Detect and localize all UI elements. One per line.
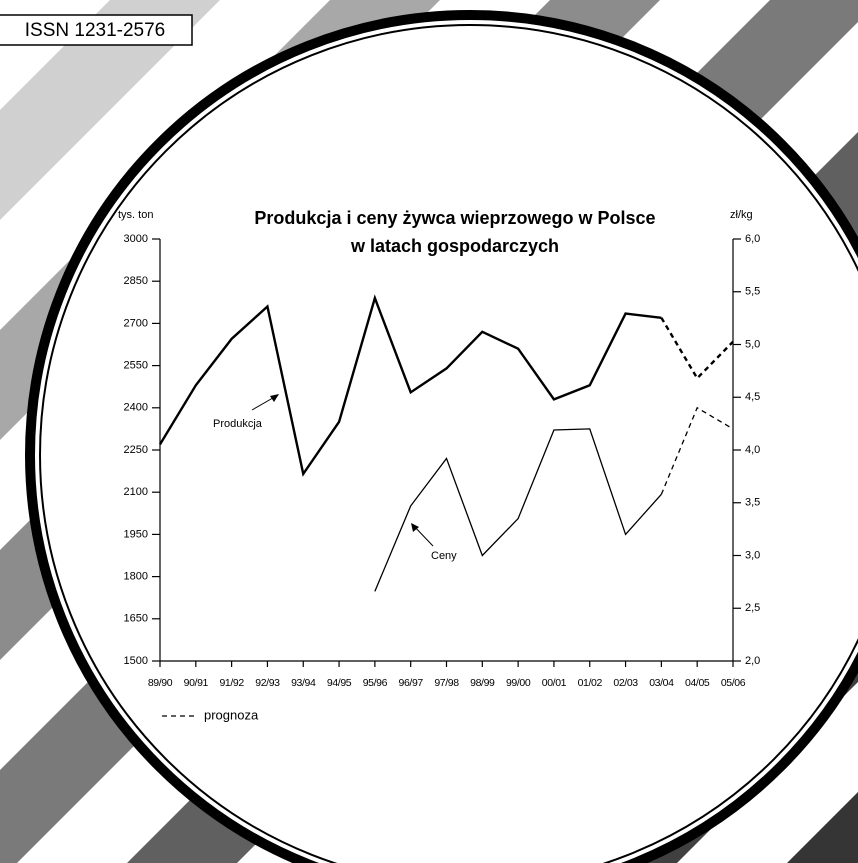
x-tick-label: 03/04: [649, 677, 674, 689]
y2-tick-label: 2,0: [745, 655, 760, 667]
x-tick-label: 95/96: [363, 677, 388, 689]
x-tick-label: 90/91: [184, 677, 209, 689]
x-tick-label: 02/03: [613, 677, 638, 689]
x-tick-label: 05/06: [721, 677, 746, 689]
y-tick-label: 2250: [124, 444, 148, 456]
x-tick-label: 94/95: [327, 677, 352, 689]
y-tick-label: 1500: [124, 655, 148, 667]
y-tick-label: 1800: [124, 571, 148, 583]
chart-title: w latach gospodarczych: [350, 236, 559, 256]
x-tick-label: 91/92: [219, 677, 244, 689]
chart-title: Produkcja i ceny żywca wieprzowego w Pol…: [254, 208, 655, 228]
x-tick-label: 04/05: [685, 677, 710, 689]
y2-tick-label: 3,5: [745, 497, 760, 509]
y-tick-label: 2550: [124, 360, 148, 372]
cover: ISSN 1231-2576 Produkcja i ceny żywca wi…: [0, 0, 858, 863]
y-axis-label: tys. ton: [118, 209, 153, 221]
y2-tick-label: 3,0: [745, 549, 760, 561]
y2-tick-label: 4,5: [745, 391, 760, 403]
x-tick-label: 00/01: [542, 677, 567, 689]
x-tick-label: 96/97: [399, 677, 424, 689]
x-tick-label: 99/00: [506, 677, 531, 689]
annotation: Produkcja: [213, 418, 263, 430]
x-tick-label: 93/94: [291, 677, 316, 689]
legend-label: prognoza: [204, 707, 259, 722]
y2-tick-label: 2,5: [745, 602, 760, 614]
y-tick-label: 2700: [124, 317, 148, 329]
x-tick-label: 98/99: [470, 677, 495, 689]
y-tick-label: 2400: [124, 402, 148, 414]
issn: ISSN 1231-2576: [25, 20, 166, 41]
y2-tick-label: 5,0: [745, 338, 760, 350]
y2-tick-label: 6,0: [745, 233, 760, 245]
y2-tick-label: 5,5: [745, 286, 760, 298]
y-tick-label: 3000: [124, 233, 148, 245]
x-tick-label: 97/98: [434, 677, 459, 689]
y-tick-label: 1950: [124, 528, 148, 540]
y-tick-label: 2850: [124, 275, 148, 287]
y2-axis-label: zł/kg: [730, 209, 753, 221]
y-tick-label: 1650: [124, 613, 148, 625]
y2-tick-label: 4,0: [745, 444, 760, 456]
x-tick-label: 92/93: [255, 677, 280, 689]
page: ISSN 1231-2576 Produkcja i ceny żywca wi…: [0, 0, 858, 863]
annotation: Ceny: [431, 550, 457, 562]
circle-outer: [30, 15, 858, 863]
x-tick-label: 89/90: [148, 677, 173, 689]
y-tick-label: 2100: [124, 486, 148, 498]
x-tick-label: 01/02: [578, 677, 603, 689]
